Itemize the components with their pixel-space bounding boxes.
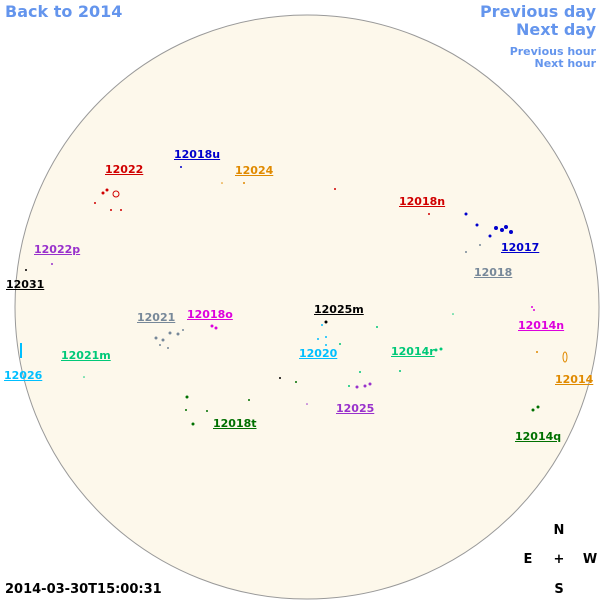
region-label[interactable]: 12017	[501, 241, 540, 254]
region-label[interactable]: 12018o	[187, 308, 233, 321]
solar-disk	[14, 14, 600, 600]
region-label[interactable]: 12014q	[515, 430, 562, 443]
region-label[interactable]: 12021	[137, 311, 176, 324]
region-label[interactable]: 12018n	[399, 195, 446, 208]
previous-day-link[interactable]: Previous day	[479, 2, 596, 21]
region-label[interactable]: 12024	[235, 164, 274, 177]
region-label[interactable]: 12018u	[174, 148, 221, 161]
compass-north: N	[554, 523, 565, 538]
sunspots	[20, 166, 568, 426]
region-label[interactable]: 12014	[555, 373, 594, 386]
back-link[interactable]: Back to 2014	[5, 2, 123, 21]
region-label[interactable]: 12025	[336, 402, 375, 415]
compass-center: +	[554, 552, 565, 567]
region-label[interactable]: 12025m	[314, 303, 364, 316]
region-label[interactable]: 12022p	[34, 243, 81, 256]
compass-east: E	[524, 552, 533, 567]
region-label[interactable]: 12018	[474, 266, 513, 279]
region-label[interactable]: 12026	[4, 369, 43, 382]
region-label[interactable]: 12021m	[61, 349, 111, 362]
region-label[interactable]: 12020	[299, 347, 338, 360]
region-label[interactable]: 12014n	[518, 319, 565, 332]
compass-south: S	[554, 582, 563, 597]
previous-hour-link[interactable]: Previous hour	[509, 45, 596, 58]
region-label[interactable]: 12018t	[213, 417, 257, 430]
region-label[interactable]: 12022	[105, 163, 144, 176]
timestamp: 2014-03-30T15:00:31	[5, 582, 162, 597]
region-label[interactable]: 12014r	[391, 345, 435, 358]
region-label[interactable]: 12031	[6, 278, 45, 291]
next-day-link[interactable]: Next day	[516, 20, 596, 39]
next-hour-link[interactable]: Next hour	[534, 57, 597, 70]
compass-west: W	[583, 552, 597, 567]
